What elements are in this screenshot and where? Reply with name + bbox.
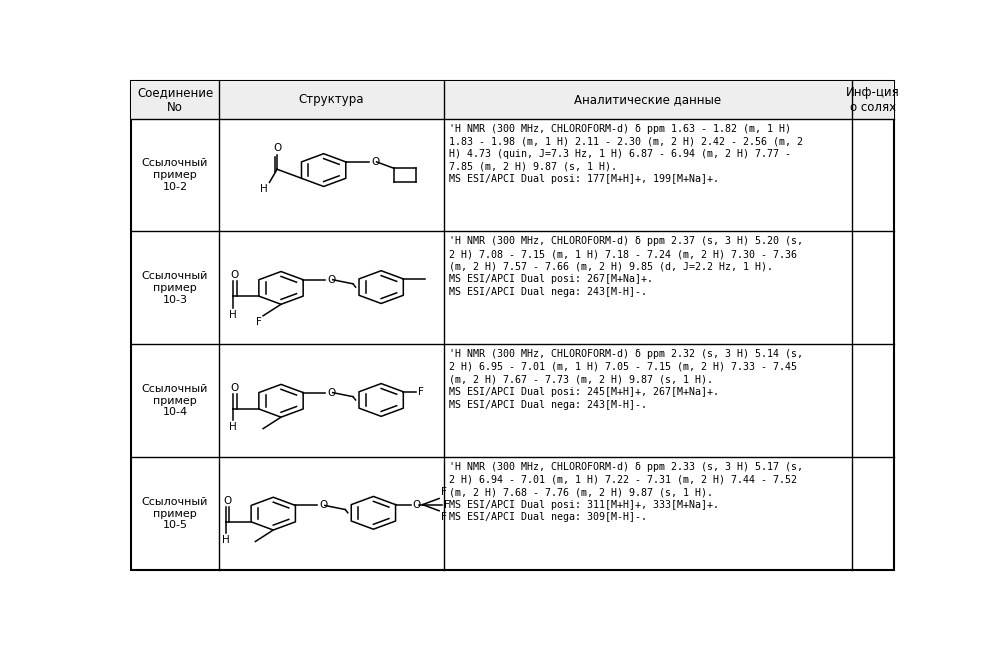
Text: O: O [412,500,421,510]
Text: H: H [260,184,268,194]
Text: Ссылочный
пример
10-3: Ссылочный пример 10-3 [142,272,208,304]
Text: F: F [256,317,262,327]
Text: Аналитические данные: Аналитические данные [574,94,721,106]
Text: H: H [222,535,229,545]
Text: Соединение
No: Соединение No [137,86,213,114]
Text: O: O [223,495,231,506]
Text: O: O [273,143,281,153]
Text: O: O [231,270,239,280]
Text: 'H NMR (300 MHz, CHLOROFORM-d) δ ppm 2.37 (s, 3 H) 5.20 (s,
2 H) 7.08 - 7.15 (m,: 'H NMR (300 MHz, CHLOROFORM-d) δ ppm 2.3… [449,237,803,297]
Text: Ссылочный
пример
10-2: Ссылочный пример 10-2 [142,159,208,192]
Text: O: O [231,382,239,393]
Text: F: F [444,500,450,510]
Text: O: O [327,388,335,397]
Text: O: O [327,275,335,284]
Text: H: H [229,422,237,432]
Text: 'H NMR (300 MHz, CHLOROFORM-d) δ ppm 1.63 - 1.82 (m, 1 H)
1.83 - 1.98 (m, 1 H) 2: 'H NMR (300 MHz, CHLOROFORM-d) δ ppm 1.6… [449,124,803,184]
Text: F: F [418,387,424,397]
Text: Ссылочный
пример
10-4: Ссылочный пример 10-4 [142,384,208,417]
Text: F: F [441,488,447,497]
Text: Ссылочный
пример
10-5: Ссылочный пример 10-5 [142,497,208,530]
Text: 'H NMR (300 MHz, CHLOROFORM-d) δ ppm 2.33 (s, 3 H) 5.17 (s,
2 H) 6.94 - 7.01 (m,: 'H NMR (300 MHz, CHLOROFORM-d) δ ppm 2.3… [449,462,803,522]
Text: Структура: Структура [299,94,364,106]
Bar [131,81,894,119]
Text: O: O [319,501,328,510]
Text: Инф-ция
о солях: Инф-ция о солях [846,86,900,114]
Text: 'H NMR (300 MHz, CHLOROFORM-d) δ ppm 2.32 (s, 3 H) 5.14 (s,
2 H) 6.95 - 7.01 (m,: 'H NMR (300 MHz, CHLOROFORM-d) δ ppm 2.3… [449,350,803,410]
Text: H: H [229,310,237,319]
Text: F: F [441,511,447,522]
Text: O: O [371,157,379,167]
